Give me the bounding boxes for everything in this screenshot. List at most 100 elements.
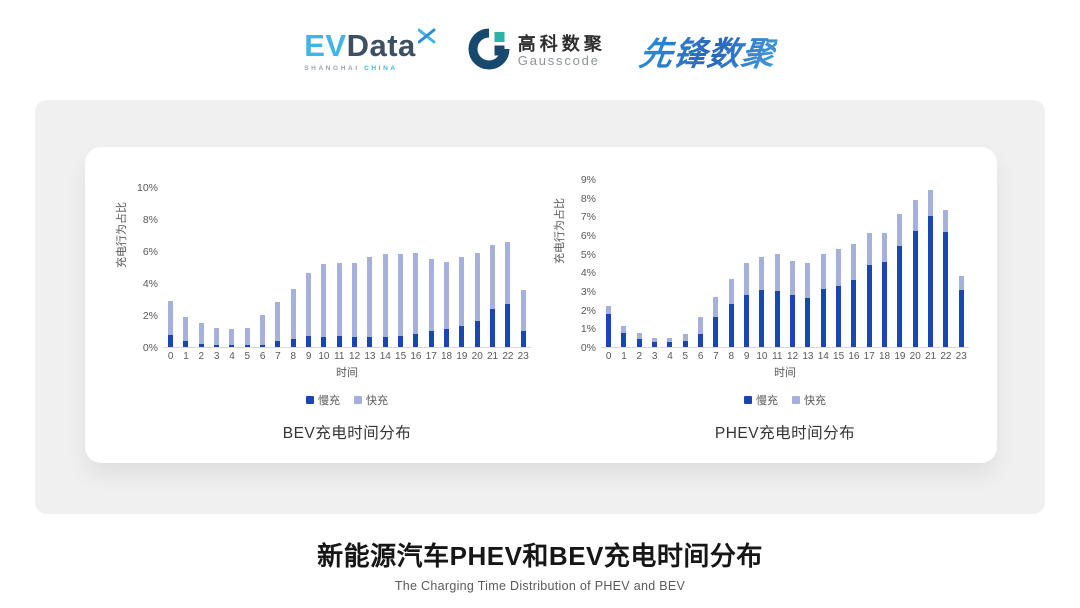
bar-segment-slow xyxy=(805,297,811,347)
x-tick-label: 7 xyxy=(275,351,281,362)
x-tick-label: 14 xyxy=(379,351,391,362)
bar-segment-slow xyxy=(928,216,934,347)
bar-segment-slow xyxy=(866,264,872,347)
legend-item: 慢充 xyxy=(744,392,778,408)
bar-segment-slow xyxy=(606,314,612,347)
bar-segment-fast xyxy=(474,252,480,322)
plot-area xyxy=(163,188,531,348)
y-tick-label: 4% xyxy=(142,278,158,290)
y-tick-label: 2% xyxy=(580,304,596,317)
x-tick-label: 1 xyxy=(183,351,189,362)
bar-stack xyxy=(912,199,918,347)
x-tick-label: 3 xyxy=(651,351,658,362)
bar-segment-fast xyxy=(214,327,220,346)
legend-swatch-slow xyxy=(306,396,314,404)
bar-stack xyxy=(652,337,658,347)
bar-column xyxy=(163,300,178,347)
bar-segment-fast xyxy=(321,263,327,337)
bar-column xyxy=(846,244,861,347)
x-tick-label: 0 xyxy=(167,351,174,362)
bar-stack xyxy=(275,302,281,347)
bar-segment-slow xyxy=(306,335,312,347)
gausscode-logo: 高科数聚 Gausscode xyxy=(468,28,606,75)
x-tick-label: 14 xyxy=(817,351,829,362)
x-tick-label: 6 xyxy=(259,351,266,362)
bar-stack xyxy=(943,209,949,347)
plot-area xyxy=(601,180,969,348)
x-tick-label: 23 xyxy=(955,351,967,362)
bar-segment-fast xyxy=(928,190,934,217)
bar-stack xyxy=(606,305,612,347)
y-tick-label: 4% xyxy=(580,267,596,280)
x-tick-label: 21 xyxy=(486,351,499,362)
bar-segment-fast xyxy=(398,254,404,336)
bar-column xyxy=(270,302,285,347)
xianfeng-logo: 先锋数聚 xyxy=(636,27,779,75)
bar-segment-slow xyxy=(836,286,842,347)
x-tick-label: 8 xyxy=(290,351,297,362)
bar-segment-fast xyxy=(882,233,888,263)
bar-segment-fast xyxy=(520,290,526,331)
bar-stack xyxy=(505,242,511,347)
bar-column xyxy=(662,337,677,347)
bar-column xyxy=(209,327,224,347)
bar-segment-slow xyxy=(474,321,480,347)
x-tick-label: 21 xyxy=(924,351,937,362)
bar-segment-slow xyxy=(428,331,434,347)
bar-segment-slow xyxy=(667,342,673,347)
bar-segment-fast xyxy=(958,276,964,291)
bar-stack xyxy=(444,262,450,347)
evdata-ev-text: EV xyxy=(304,28,347,63)
bar-segment-fast xyxy=(606,305,612,315)
plot-row: 充电行为占比 0% 2% 4% 6% 8% 10% xyxy=(113,182,531,354)
y-tick-label: 6% xyxy=(142,246,158,258)
charts-card: 充电行为占比 0% 2% 4% 6% 8% 10% 0 1 2 3 4 5 6 7 8 9 10 11 12 13 14 1… xyxy=(85,147,997,463)
bar-segment-slow xyxy=(943,232,949,347)
x-tick-label: 9 xyxy=(743,351,750,362)
x-tick-label: 13 xyxy=(364,351,376,362)
x-tick-label: 22 xyxy=(502,351,514,362)
x-tick-label: 3 xyxy=(213,351,220,362)
bar-column xyxy=(601,305,616,347)
bar-column xyxy=(678,333,693,347)
bar-column xyxy=(892,214,907,347)
bar-stack xyxy=(897,214,903,347)
bar-stack xyxy=(413,253,419,347)
bar-stack xyxy=(744,263,750,347)
x-tick-label: 18 xyxy=(441,351,453,362)
x-tick-label: 7 xyxy=(713,351,719,362)
bar-segment-slow xyxy=(168,335,174,347)
bar-stack xyxy=(774,253,780,347)
bar-column xyxy=(800,263,815,347)
bar-stack xyxy=(352,263,358,347)
bar-stack xyxy=(260,315,266,347)
y-axis-ticks: 0% 2% 4% 6% 8% 10% xyxy=(129,182,163,354)
bar-column xyxy=(470,252,485,347)
page-title: 新能源汽车PHEV和BEV充电时间分布 xyxy=(317,541,763,571)
bar-stack xyxy=(306,273,312,347)
bar-column xyxy=(454,257,469,347)
x-tick-label: 5 xyxy=(682,351,689,362)
bar-segment-fast xyxy=(667,337,673,343)
bar-column xyxy=(632,333,647,347)
bar-column xyxy=(332,263,347,347)
bar-segment-slow xyxy=(336,335,342,347)
bar-stack xyxy=(474,252,480,347)
gausscode-g-icon xyxy=(468,28,510,75)
bar-stack xyxy=(805,263,811,347)
x-tick-label: 11 xyxy=(772,351,783,362)
bar-segment-fast xyxy=(260,315,266,345)
plot-row: 充电行为占比 0% 1% 2% 3% 4% 5% 6% 7% 8% 9% xyxy=(551,174,969,354)
bar-stack xyxy=(958,276,964,347)
bar-segment-fast xyxy=(621,325,627,333)
x-tick-label: 15 xyxy=(395,351,407,362)
bar-segment-fast xyxy=(168,300,174,335)
bar-segment-fast xyxy=(306,273,312,336)
x-axis-ticks: 0 1 2 3 4 5 6 7 8 9 10 11 12 13 14 15 16 17 18 19 20 21 22 23 xyxy=(601,351,969,362)
x-tick-label: 13 xyxy=(802,351,814,362)
bar-stack xyxy=(682,333,688,347)
bar-segment-fast xyxy=(183,316,189,342)
bar-segment-slow xyxy=(398,335,404,347)
bar-column xyxy=(439,262,454,347)
x-axis-ticks: 0 1 2 3 4 5 6 7 8 9 10 11 12 13 14 15 16 17 18 19 20 21 22 23 xyxy=(163,351,531,362)
